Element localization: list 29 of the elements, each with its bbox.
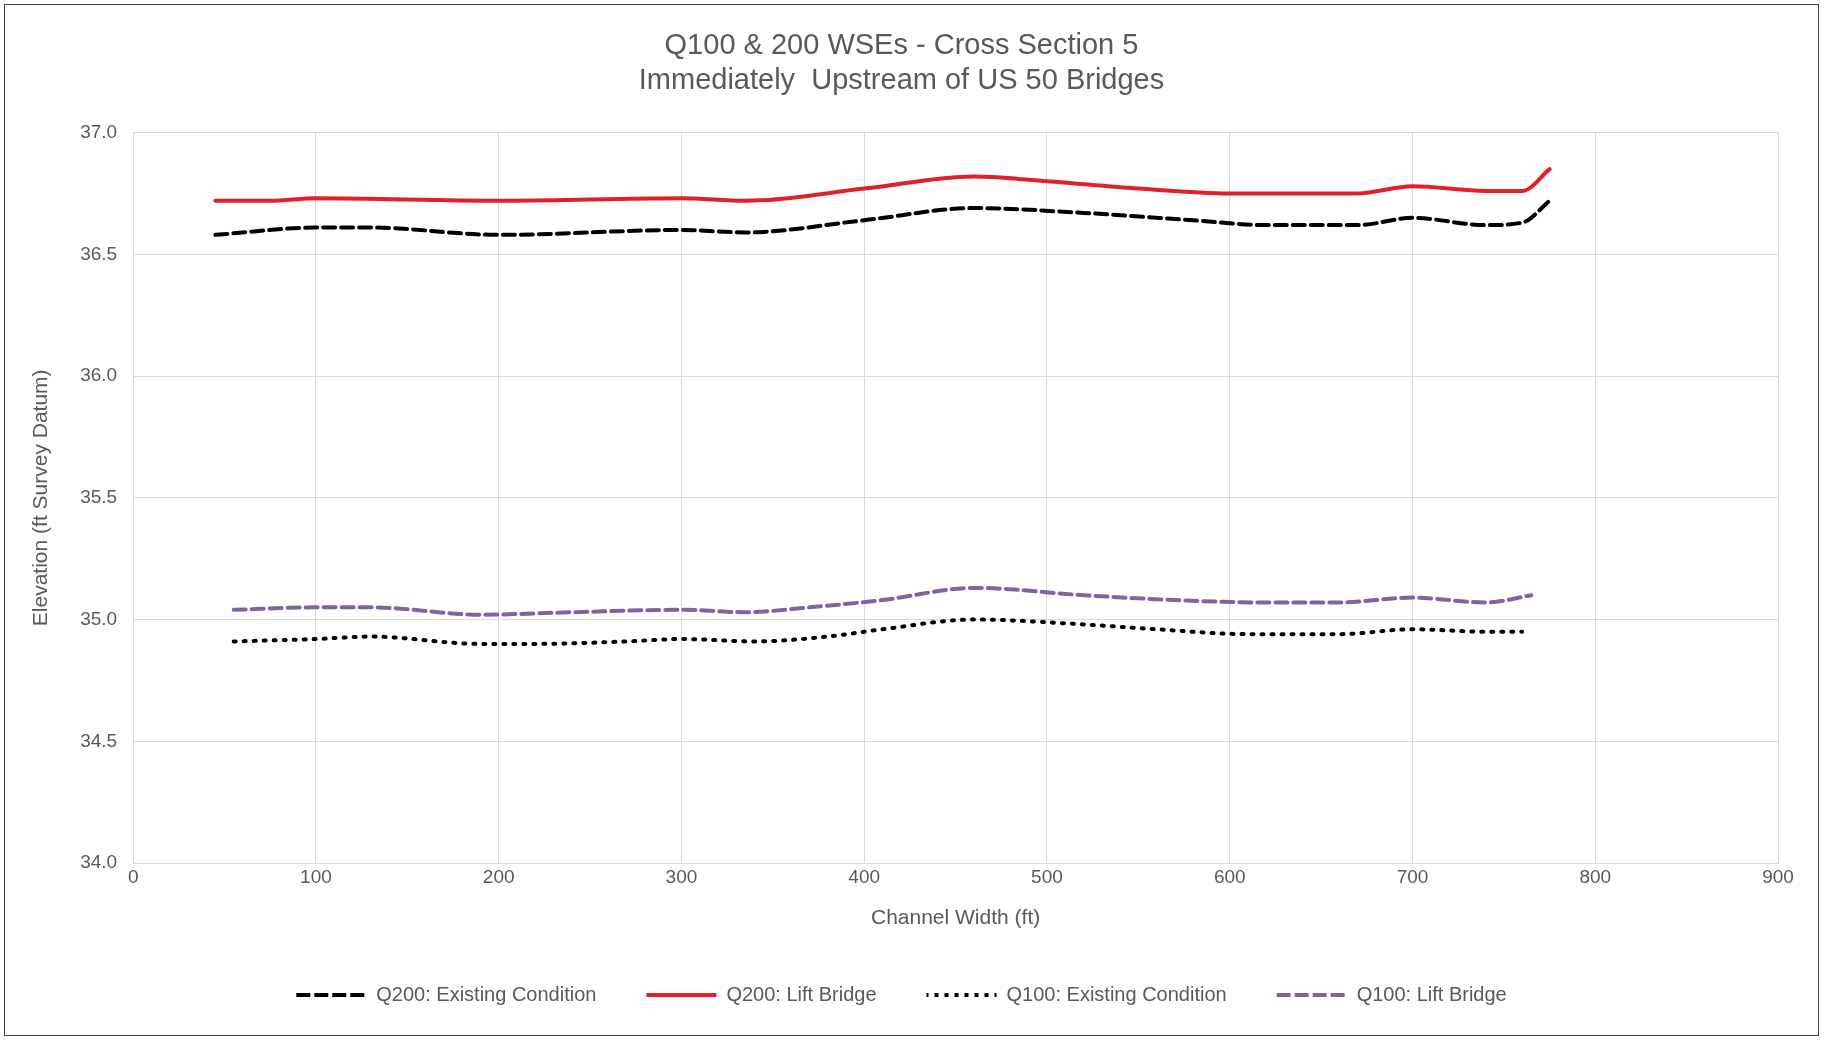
x-tick-label: 600 [1213, 865, 1246, 887]
chart-subtitle: Immediately Upstream of US 50 Bridges [638, 63, 1165, 96]
x-tick-label: 100 [300, 865, 332, 887]
line-series [213, 198, 1552, 237]
y-tick-label: 37.0 [80, 120, 118, 142]
x-tick-label: 500 [1031, 865, 1063, 887]
legend-label: Q200: Lift Bridge [726, 982, 877, 1005]
y-tick-label: 35.0 [80, 607, 118, 629]
legend-label: Q100: Lift Bridge [1356, 982, 1507, 1005]
y-axis-title: Elevation (ft Survey Datum) [28, 369, 52, 627]
x-tick-label: 900 [1762, 865, 1794, 887]
chart-title: Q100 & 200 WSEs - Cross Section 5 [664, 28, 1139, 61]
line-series [213, 167, 1552, 203]
legend-label: Q100: Existing Condition [1006, 982, 1227, 1005]
y-tick-label: 35.5 [80, 486, 118, 508]
y-tick-label: 36.0 [80, 364, 118, 386]
x-tick-label: 0 [127, 865, 139, 887]
x-axis-title: Channel Width (ft) [870, 905, 1041, 929]
y-tick-label: 36.5 [80, 242, 118, 264]
y-tick-label: 34.0 [80, 851, 118, 873]
line-series [231, 585, 1534, 617]
x-tick-label: 400 [848, 865, 881, 887]
line-series [231, 617, 1525, 646]
x-tick-label: 800 [1579, 865, 1612, 887]
y-tick-label: 34.5 [80, 729, 118, 751]
legend-label: Q200: Existing Condition [376, 982, 597, 1005]
x-tick-label: 200 [482, 865, 515, 887]
x-tick-label: 300 [665, 865, 698, 887]
x-tick-label: 700 [1396, 865, 1429, 887]
